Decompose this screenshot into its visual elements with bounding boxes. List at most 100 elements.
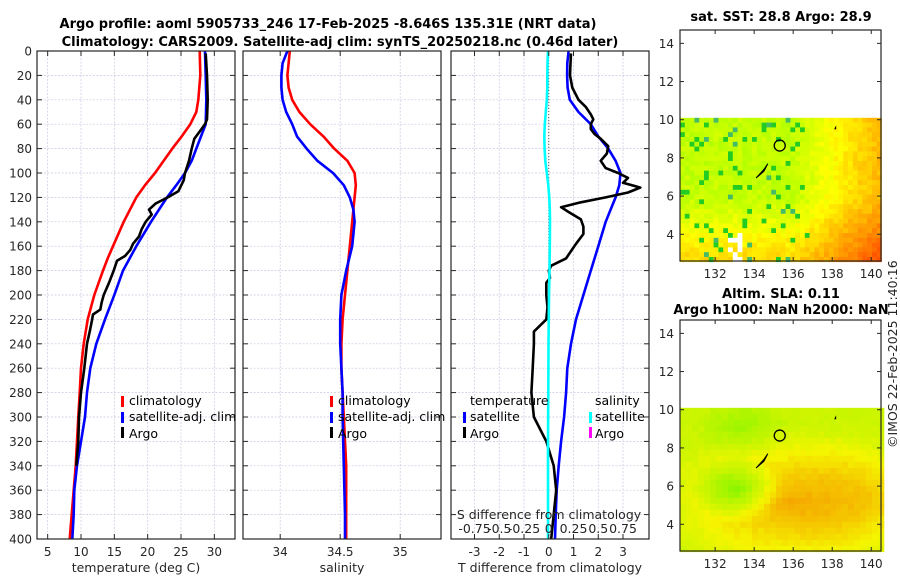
heatmap-cell xyxy=(794,449,801,457)
heatmap-cell xyxy=(842,539,849,547)
heatmap-cell xyxy=(780,218,786,224)
heatmap-cell xyxy=(713,165,719,171)
heatmap-cell xyxy=(713,204,719,210)
heatmap-cell xyxy=(713,257,719,263)
heatmap-cell xyxy=(732,156,738,162)
heatmap-cell xyxy=(746,515,753,523)
heatmap-cell xyxy=(723,252,729,258)
heatmap-cell xyxy=(698,467,705,475)
heatmap-cell xyxy=(722,491,729,499)
heatmap-cell xyxy=(747,161,753,167)
heatmap-cell xyxy=(780,161,786,167)
heatmap-cell xyxy=(876,242,882,248)
heatmap-cell xyxy=(756,175,762,181)
heatmap-cell xyxy=(776,503,783,511)
heatmap-cell xyxy=(842,485,849,493)
heatmap-cell xyxy=(833,137,839,143)
heatmap-cell xyxy=(761,242,767,248)
heatmap-cell xyxy=(830,449,837,457)
heatmap-cell xyxy=(788,491,795,499)
heatmap-cell xyxy=(713,175,719,181)
heatmap-cell xyxy=(747,218,753,224)
heatmap-cell xyxy=(742,137,748,143)
heatmap-cell xyxy=(758,431,765,439)
heatmap-cell xyxy=(686,425,693,433)
heatmap-cell xyxy=(716,425,723,433)
heatmap-cell xyxy=(785,228,791,234)
x-tick-label: 0 xyxy=(545,545,553,559)
heatmap-cell xyxy=(742,127,748,133)
heatmap-cell xyxy=(824,161,830,167)
heatmap-cell xyxy=(686,437,693,445)
heatmap-cell xyxy=(694,132,700,138)
heatmap-cell xyxy=(800,491,807,499)
heatmap-cell xyxy=(782,479,789,487)
heatmap-cell xyxy=(867,156,873,162)
heatmap-cell xyxy=(854,473,861,481)
heatmap-cell xyxy=(694,209,700,215)
heatmap-cell xyxy=(824,189,830,195)
heatmap-cell xyxy=(732,117,738,123)
heatmap-cell xyxy=(828,156,834,162)
heatmap-cell xyxy=(824,252,830,258)
heatmap-cell xyxy=(734,461,741,469)
heatmap-cell xyxy=(728,175,734,181)
heatmap-cell xyxy=(852,117,858,123)
legend-swatch-climatology xyxy=(121,396,124,407)
heatmap-cell xyxy=(776,419,783,427)
heatmap-cell xyxy=(742,175,748,181)
heatmap-cell xyxy=(866,515,873,523)
heatmap-cell xyxy=(728,515,735,523)
heatmap-cell xyxy=(723,156,729,162)
heatmap-cell xyxy=(852,151,858,157)
heatmap-cell xyxy=(732,237,738,243)
heatmap-cell xyxy=(692,443,699,451)
heatmap-cell xyxy=(824,515,831,523)
heatmap-cell xyxy=(776,242,782,248)
heatmap-cell xyxy=(790,122,796,128)
heatmap-cell xyxy=(790,161,796,167)
heatmap-cell xyxy=(838,175,844,181)
heatmap-cell xyxy=(788,437,795,445)
heatmap-cell xyxy=(718,165,724,171)
heatmap-cell xyxy=(790,199,796,205)
heatmap-cell xyxy=(800,175,806,181)
heatmap-cell xyxy=(828,233,834,239)
heatmap-cell xyxy=(838,233,844,239)
heatmap-cell xyxy=(780,117,786,123)
heatmap-cell xyxy=(698,407,705,415)
heatmap-cell xyxy=(699,228,705,234)
heatmap-cell xyxy=(866,443,873,451)
heatmap-cell xyxy=(809,156,815,162)
heatmap-cell xyxy=(680,189,686,195)
heatmap-cell xyxy=(812,509,819,517)
heatmap-cell xyxy=(692,515,699,523)
heatmap-cell xyxy=(819,180,825,186)
heatmap-cell xyxy=(734,515,741,523)
heatmap-cell xyxy=(788,485,795,493)
heatmap-cell xyxy=(680,407,687,415)
heatmap-cell xyxy=(758,521,765,529)
heatmap-cell xyxy=(833,223,839,229)
heatmap-cell xyxy=(806,527,813,535)
heatmap-cell xyxy=(732,151,738,157)
heatmap-cell xyxy=(770,449,777,457)
heatmap-cell xyxy=(776,213,782,219)
heatmap-cell xyxy=(824,443,831,451)
heatmap-cell xyxy=(732,146,738,152)
x-tick-label: 140 xyxy=(860,557,883,571)
heatmap-cell xyxy=(680,461,687,469)
heatmap-cell xyxy=(732,247,738,253)
heatmap-cell xyxy=(680,455,687,463)
heatmap-cell xyxy=(795,204,801,210)
heatmap-cell xyxy=(716,467,723,475)
heatmap-cell xyxy=(692,431,699,439)
heatmap-cell xyxy=(833,146,839,152)
heatmap-cell xyxy=(742,242,748,248)
heatmap-cell xyxy=(876,185,882,191)
heatmap-cell xyxy=(857,204,863,210)
heatmap-cell xyxy=(704,137,710,143)
heatmap-cell xyxy=(872,122,878,128)
heatmap-cell xyxy=(761,151,767,157)
heatmap-cell xyxy=(710,491,717,499)
